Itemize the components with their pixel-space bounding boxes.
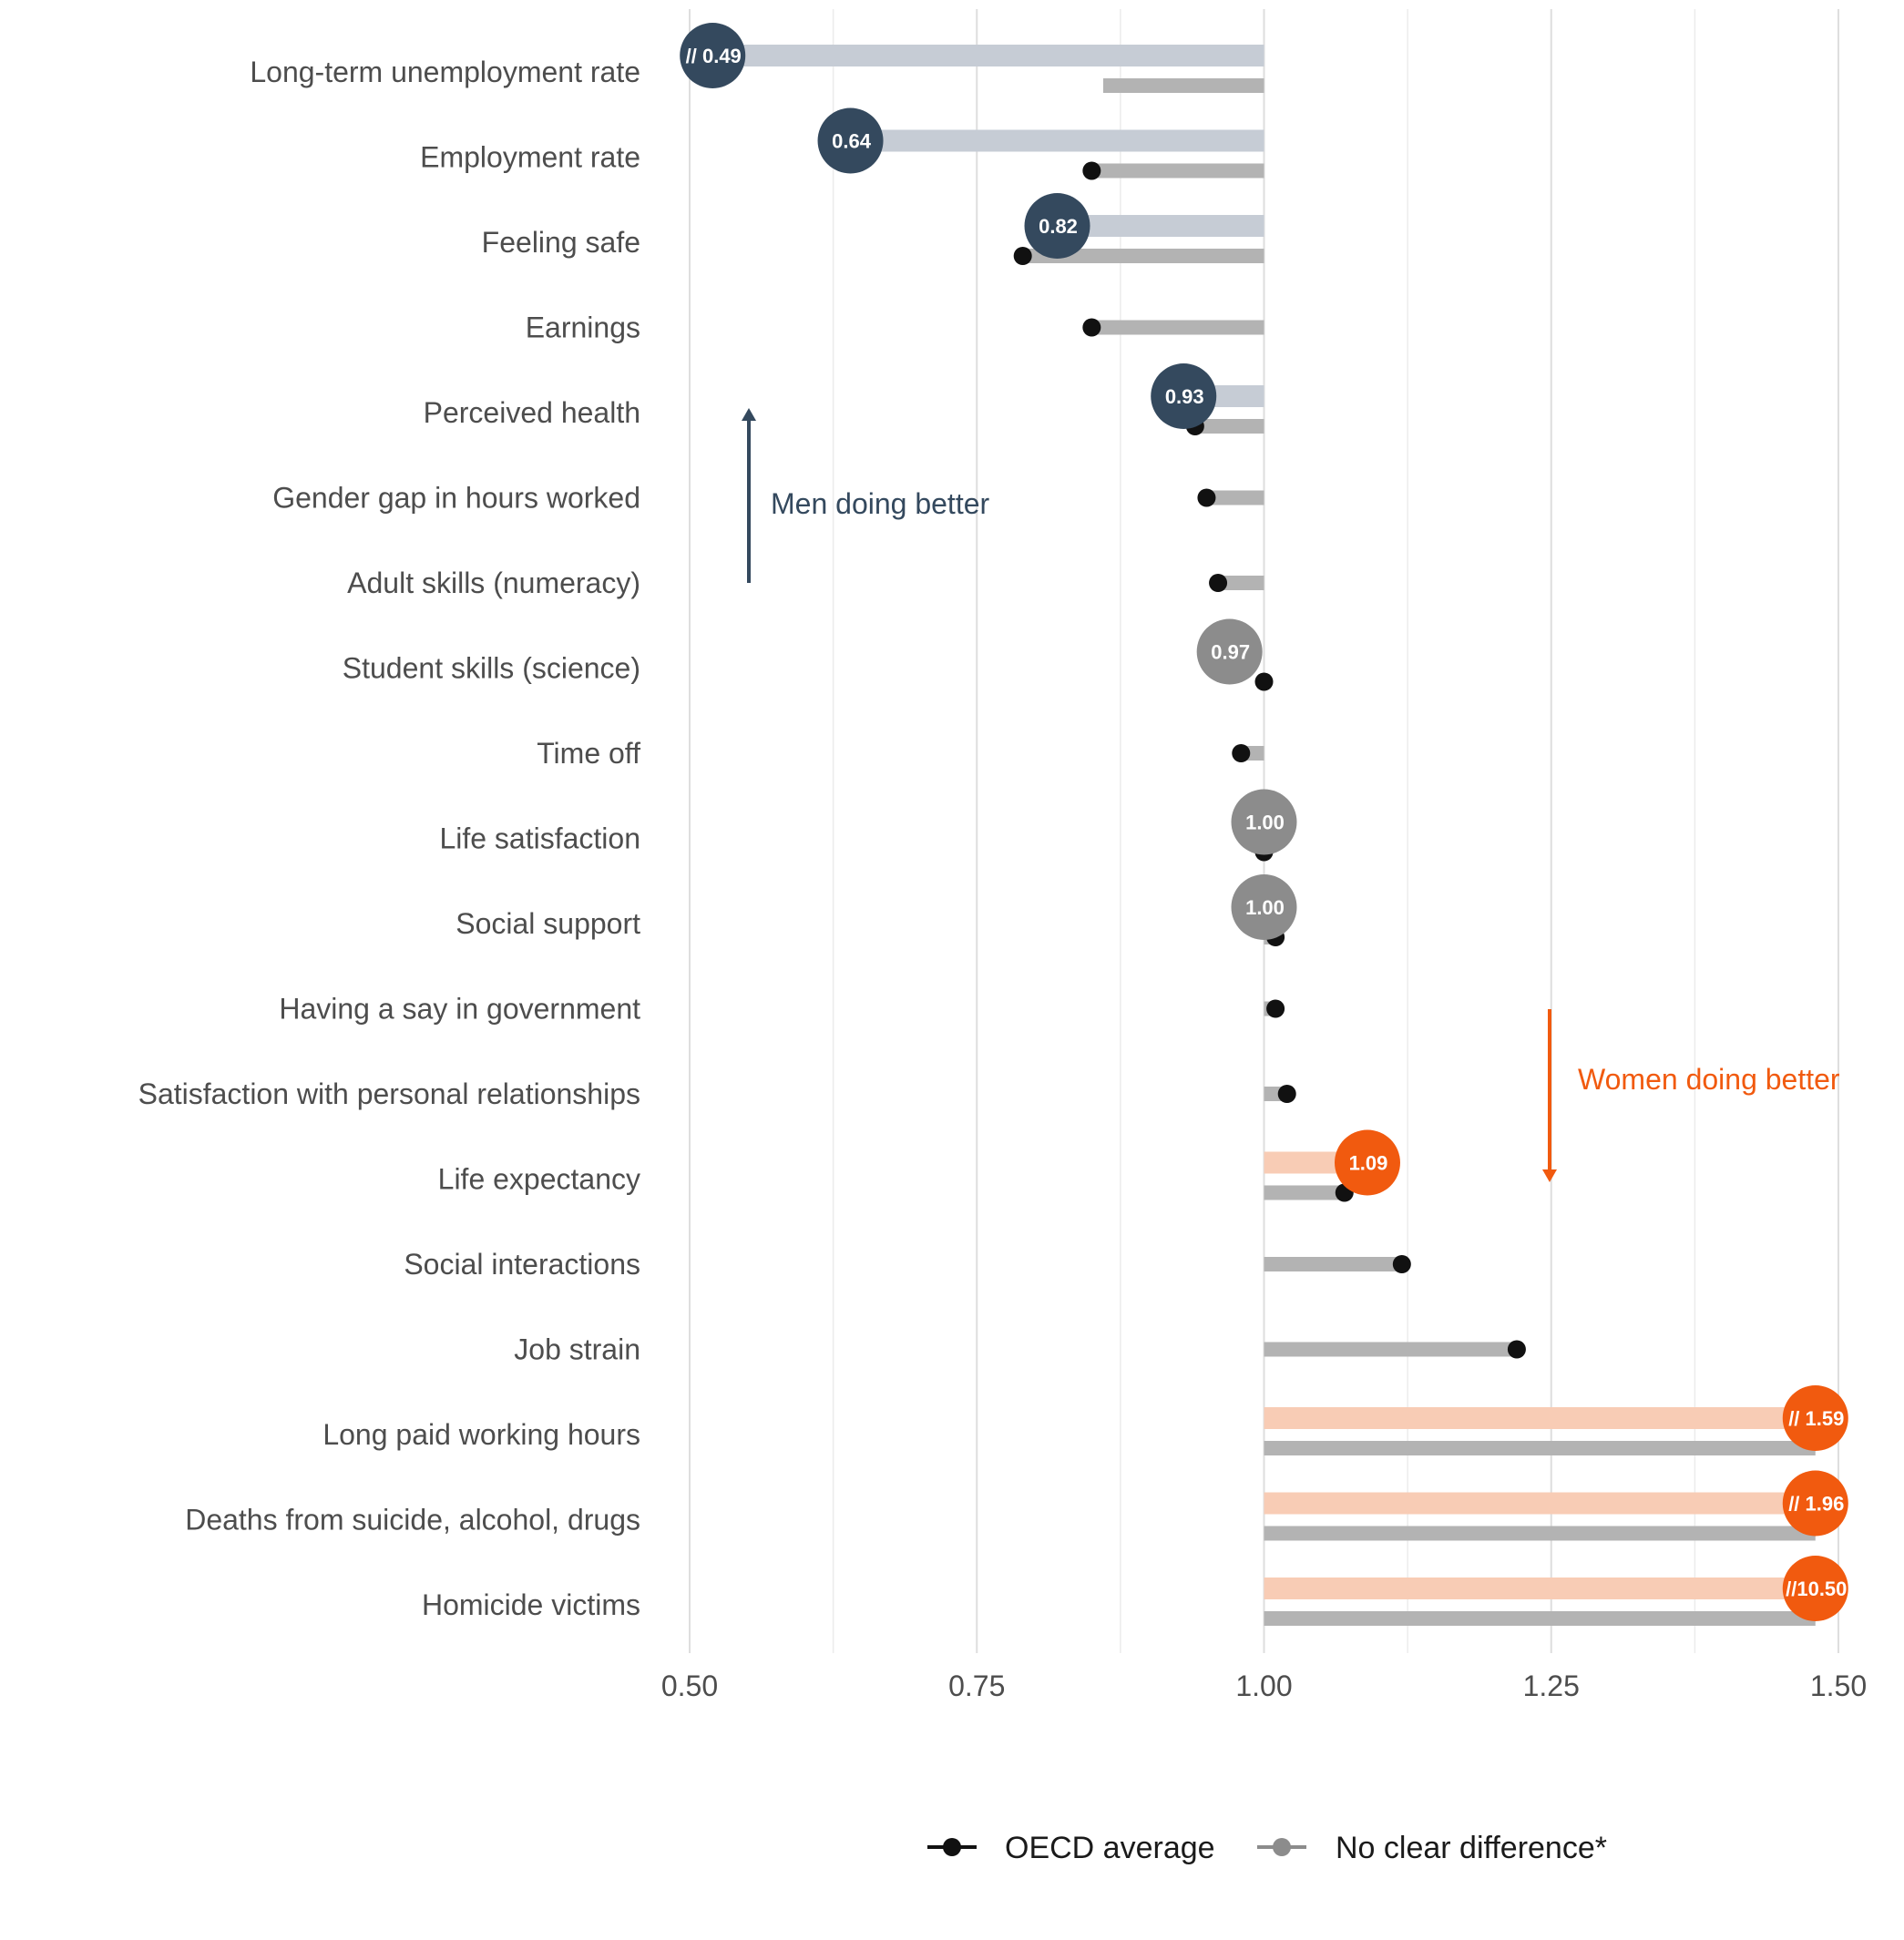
legend-key-oecd-dot	[943, 1838, 961, 1856]
value-bar	[712, 45, 1264, 66]
oecd-bar	[1102, 78, 1264, 93]
category-label: Life expectancy	[438, 1163, 640, 1196]
oecd-bar	[1022, 249, 1264, 263]
x-tick-label: 1.25	[1523, 1669, 1580, 1702]
category-label: Earnings	[526, 311, 640, 344]
value-bubble	[1231, 789, 1297, 855]
women-doing-better-label: Women doing better	[1578, 1063, 1840, 1096]
oecd-bar	[1264, 1185, 1345, 1200]
value-bar	[850, 129, 1264, 152]
oecd-dot	[1277, 1085, 1296, 1103]
category-label: Employment rate	[420, 141, 640, 174]
bubble-value-label: 1.00	[1245, 812, 1285, 834]
oecd-bar	[1218, 576, 1264, 590]
x-tick-label: 1.50	[1810, 1669, 1867, 1702]
category-label: Satisfaction with personal relationships	[138, 1077, 640, 1110]
oecd-bar	[1264, 1441, 1816, 1455]
value-bubble	[680, 23, 746, 88]
women-arrow-head	[1542, 1169, 1557, 1182]
category-label: Perceived health	[424, 396, 640, 429]
x-tick-label: 1.00	[1235, 1669, 1292, 1702]
bubble-value-label: // 0.49	[686, 45, 742, 67]
category-label: Job strain	[514, 1333, 640, 1366]
x-tick-label: 0.50	[661, 1669, 718, 1702]
dot-layer	[680, 23, 1848, 1621]
oecd-bar	[1264, 1342, 1517, 1357]
value-bar	[1264, 1407, 1816, 1429]
category-label: Social support	[456, 907, 640, 940]
oecd-dot	[1082, 161, 1101, 180]
category-label: Long paid working hours	[322, 1418, 640, 1451]
annotation-layer: Men doing better Women doing better	[742, 408, 1840, 1182]
category-label: Deaths from suicide, alcohol, drugs	[185, 1504, 640, 1537]
legend-label-no-difference: No clear difference*	[1336, 1831, 1607, 1865]
label-layer: 0.50 0.75 1.00 1.25 1.50 Long-term unemployme…	[138, 45, 1868, 1702]
bubble-value-label: 1.09	[1349, 1152, 1388, 1175]
oecd-dot	[1082, 318, 1101, 337]
value-bubble	[1231, 874, 1297, 940]
bubble-value-label: 0.93	[1165, 385, 1204, 408]
category-label: Student skills (science)	[343, 652, 640, 685]
category-label: Life satisfaction	[439, 822, 640, 855]
bubble-value-label: 0.97	[1211, 641, 1250, 664]
bubble-value-label: // 1.96	[1788, 1493, 1844, 1516]
oecd-bar	[1206, 490, 1264, 505]
oecd-dot	[1197, 488, 1216, 507]
bar-layer	[712, 45, 1816, 1626]
value-bubble	[1782, 1385, 1848, 1451]
oecd-dot	[1266, 999, 1285, 1018]
value-bubble	[1782, 1470, 1848, 1537]
bubble-value-label: // 1.59	[1788, 1407, 1844, 1430]
value-bar	[1264, 1492, 1816, 1515]
value-bubble	[1196, 618, 1263, 685]
value-bubble	[1334, 1129, 1400, 1196]
category-label: Adult skills (numeracy)	[347, 567, 640, 599]
bubble-value-label: 1.00	[1245, 896, 1285, 919]
category-label: Feeling safe	[482, 226, 640, 259]
bubble-value-label: 0.82	[1039, 215, 1078, 238]
value-bar	[1057, 215, 1264, 237]
category-label: Homicide victims	[422, 1588, 640, 1621]
legend-label-oecd: OECD average	[1005, 1831, 1215, 1865]
oecd-bar	[1264, 1611, 1816, 1626]
men-arrow-head	[742, 408, 756, 421]
oecd-dot	[1507, 1340, 1526, 1359]
men-doing-better-label: Men doing better	[771, 487, 990, 520]
oecd-dot	[1232, 744, 1251, 762]
value-bubble	[817, 107, 884, 174]
value-bubble	[1024, 193, 1090, 259]
bubble-value-label: 0.64	[832, 130, 872, 153]
oecd-dot	[1254, 672, 1274, 691]
legend-key-nodiff-dot	[1273, 1838, 1291, 1856]
oecd-bar	[1194, 419, 1264, 434]
oecd-dot	[1013, 247, 1032, 265]
x-tick-label: 0.75	[948, 1669, 1005, 1702]
oecd-bar	[1091, 163, 1264, 179]
oecd-bar	[1091, 320, 1264, 335]
category-label: Social interactions	[404, 1248, 640, 1281]
oecd-bar	[1264, 1257, 1402, 1271]
oecd-dot	[1209, 574, 1228, 592]
value-bubble	[1151, 363, 1217, 429]
category-label: Time off	[537, 737, 640, 770]
category-label: Having a say in government	[279, 993, 640, 1026]
category-label: Long-term unemployment rate	[250, 56, 640, 88]
category-label: Gender gap in hours worked	[272, 482, 640, 515]
bubble-value-label: //10.50	[1786, 1578, 1847, 1600]
value-bubble	[1782, 1556, 1848, 1621]
legend-layer: OECD average No clear difference*	[927, 1831, 1607, 1865]
value-bar	[1264, 1578, 1816, 1599]
oecd-bar	[1264, 1526, 1816, 1541]
oecd-dot	[1392, 1255, 1411, 1273]
